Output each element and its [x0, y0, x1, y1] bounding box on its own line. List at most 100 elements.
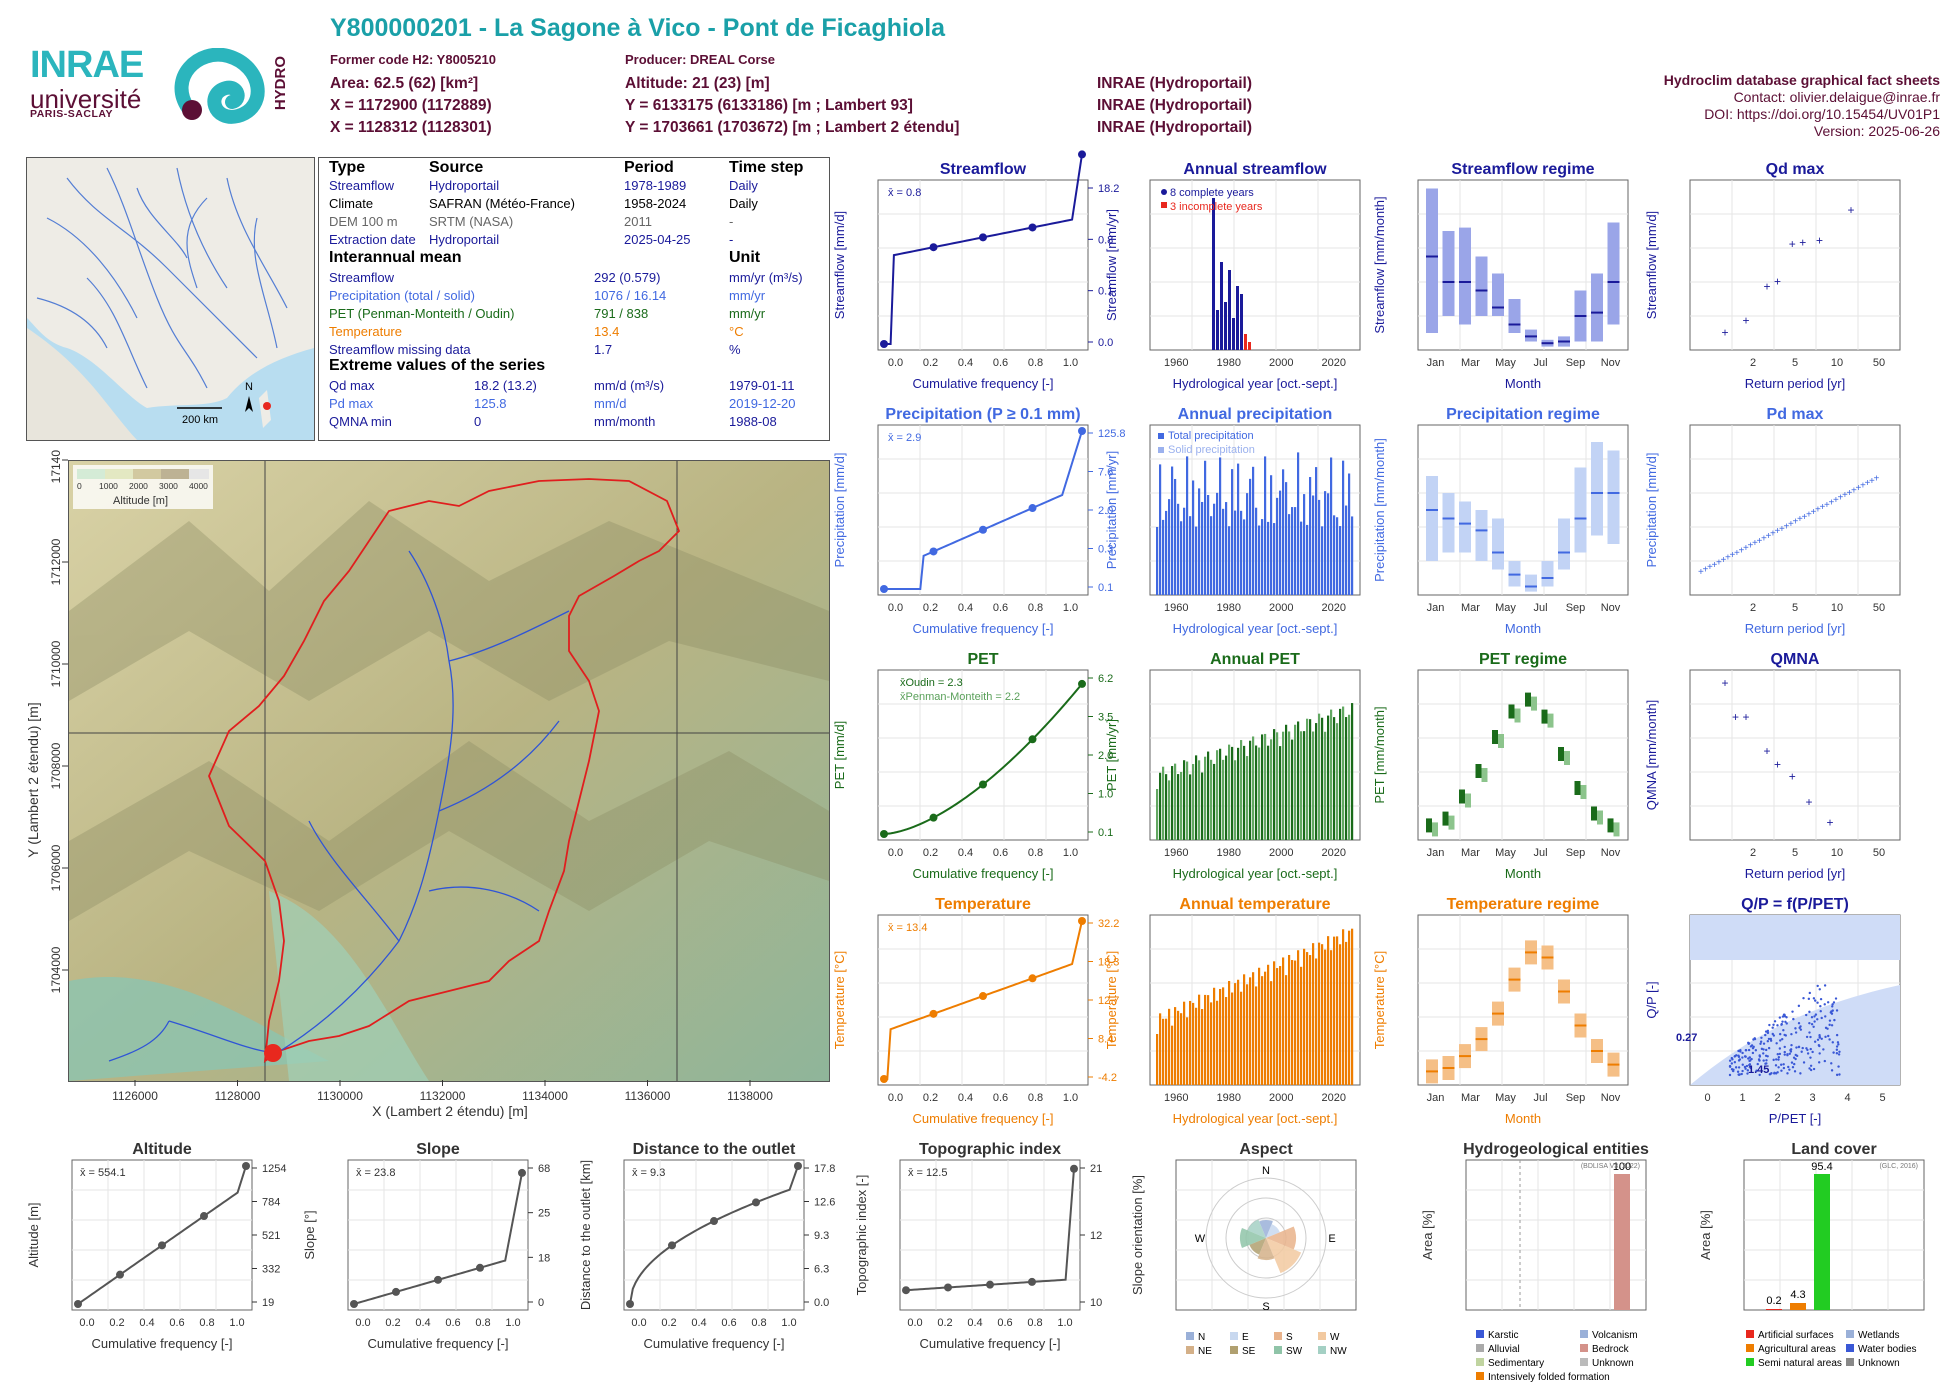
- regime-box: [1448, 815, 1455, 830]
- qp-point: [1728, 1059, 1732, 1062]
- bar: [1258, 747, 1261, 840]
- qp-point: [1754, 1049, 1758, 1052]
- return-point: +: [1725, 553, 1731, 564]
- cell: mm/yr: [729, 306, 766, 321]
- qp-point: [1812, 1067, 1816, 1071]
- qp-point: [1755, 1069, 1758, 1072]
- altitude-cdf-ylabel: Altitude [m]: [26, 1202, 41, 1267]
- cell: SAFRAN (Météo-France): [429, 196, 575, 211]
- pd-max: Pd max Return period [yr] Precipitation [m…: [1644, 406, 1901, 636]
- tick: 0.8: [199, 1317, 214, 1329]
- bar: [1216, 1000, 1219, 1085]
- cdf-point: [880, 1075, 888, 1083]
- qp-point: [1819, 1010, 1822, 1013]
- streamflow-cdf-title: Streamflow: [940, 161, 1027, 178]
- bar: [1309, 719, 1312, 840]
- bar: [1270, 981, 1273, 1085]
- right-tick: 0.1: [1098, 582, 1113, 594]
- return-point: +: [1797, 514, 1803, 525]
- bar: [1171, 1025, 1174, 1085]
- tick: 1.0: [1063, 602, 1078, 614]
- bar: [1297, 452, 1300, 595]
- qp-point: [1746, 1072, 1749, 1075]
- cdf-point: [350, 1300, 358, 1308]
- aspect-sector: [1266, 1238, 1302, 1274]
- tick: 0.8: [1027, 1317, 1042, 1329]
- bar: [1264, 456, 1267, 595]
- col-period: Period: [624, 159, 674, 176]
- regime-box: [1432, 822, 1438, 837]
- cell: mm/d: [594, 396, 627, 411]
- return-point: +: [1833, 495, 1839, 506]
- right-tick: 784: [262, 1197, 280, 1209]
- bar: [1180, 521, 1183, 595]
- tick: 0.0: [888, 1092, 903, 1104]
- bar: [1240, 294, 1243, 350]
- right-tick: 17.8: [814, 1163, 835, 1175]
- catchment-map-axes: 1126000 1128000 1130000 1132000 1134000 11360…: [25, 450, 773, 1119]
- aspect-sector: [1247, 1219, 1266, 1238]
- slope-cdf-title: Slope: [416, 1141, 460, 1158]
- qp-area: [1690, 985, 1900, 1085]
- landcover-legend: Artificial surfaces: [1758, 1330, 1834, 1341]
- bar: [1318, 499, 1321, 595]
- aspect-legend: W: [1330, 1332, 1340, 1343]
- qd-max: Qd max Return period [yr] Streamflow [mm/d…: [1644, 161, 1901, 391]
- bar: [1159, 464, 1162, 595]
- bar: [1204, 756, 1207, 840]
- bar: [1174, 478, 1177, 595]
- bar: [1285, 975, 1288, 1085]
- cell: SRTM (NASA): [429, 214, 514, 229]
- right-tick: 332: [262, 1264, 280, 1276]
- cell: Temperature: [329, 324, 402, 339]
- bar: [1348, 473, 1351, 595]
- col-timestep: Time step: [729, 159, 804, 176]
- qp-point: [1795, 1054, 1799, 1058]
- qp-point: [1751, 1051, 1755, 1055]
- bar: [1306, 952, 1309, 1085]
- qp-point: [1747, 1041, 1750, 1045]
- streamflow-cdf: Streamflow Cumulative frequency [-] Stream…: [832, 150, 1119, 391]
- regime-box: [1574, 467, 1587, 553]
- tick: 5: [1792, 357, 1798, 369]
- info-table: Type Source Period Time step Streamflow …: [318, 157, 830, 441]
- qp-point: [1818, 988, 1821, 991]
- qp-point: [1746, 1069, 1750, 1072]
- qp-point: [1813, 1040, 1817, 1043]
- bar: [1171, 766, 1174, 840]
- qp-point: [1823, 1059, 1827, 1063]
- bar: [1279, 746, 1282, 840]
- qp-point: [1831, 1041, 1834, 1044]
- bar: [1267, 521, 1270, 595]
- qp-point: [1812, 1025, 1815, 1028]
- qp-point: [1789, 1048, 1792, 1052]
- tick: 0.6: [721, 1317, 736, 1329]
- bar: [1351, 516, 1354, 595]
- qp-point: [1816, 1001, 1819, 1004]
- bar: [1195, 1007, 1198, 1085]
- qp-point: [1779, 1039, 1782, 1042]
- bar: [1294, 507, 1297, 595]
- return-point: +: [1838, 493, 1844, 504]
- return-point: +: [1806, 509, 1812, 520]
- return-point: +: [1869, 476, 1875, 487]
- qp-point: [1828, 1023, 1831, 1027]
- tick: 2020: [1322, 602, 1346, 614]
- qp-point: [1790, 1061, 1794, 1064]
- qp-point: [1831, 1003, 1834, 1006]
- precipitation-cdf-ylabel: Precipitation [mm/d]: [832, 453, 847, 568]
- qp-point: [1788, 1052, 1791, 1055]
- cdf-point: [158, 1241, 166, 1250]
- tick: Jul: [1533, 602, 1547, 614]
- right-tick: 0: [538, 1297, 544, 1309]
- annual-pet-ylabel: PET [mm/yr]: [1104, 719, 1119, 791]
- map-xtick: 1132000: [420, 1089, 466, 1103]
- bar: [1213, 987, 1216, 1085]
- bar: [1336, 723, 1339, 840]
- cell: %: [729, 342, 741, 357]
- qp-point: [1750, 1057, 1753, 1061]
- map-ytick: 1706000: [49, 844, 63, 891]
- database-info: Hydroclim database graphical fact sheets…: [1664, 72, 1940, 140]
- qp-point: [1764, 1030, 1768, 1033]
- bar: [1282, 469, 1285, 595]
